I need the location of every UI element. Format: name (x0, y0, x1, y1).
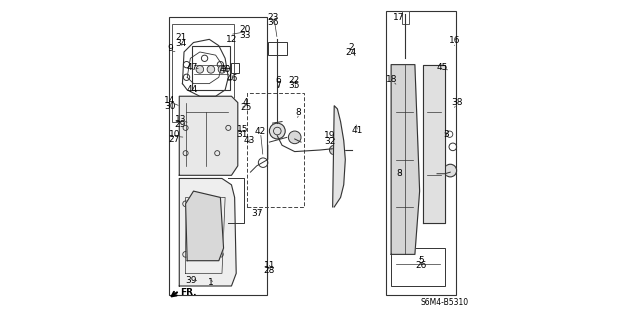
Bar (192, 46, 230, 90)
Text: 15: 15 (237, 125, 248, 134)
Text: 17: 17 (393, 13, 404, 22)
Text: 12: 12 (227, 35, 238, 44)
Text: FR.: FR. (180, 288, 196, 297)
Text: 46: 46 (227, 74, 238, 83)
Text: 2: 2 (348, 43, 354, 52)
Circle shape (218, 66, 226, 73)
Text: 36: 36 (268, 18, 279, 27)
Text: 22: 22 (289, 76, 300, 85)
Text: 20: 20 (239, 25, 250, 34)
Text: 5: 5 (419, 256, 424, 264)
Text: 30: 30 (164, 102, 175, 111)
Text: 25: 25 (240, 103, 252, 113)
Circle shape (196, 66, 204, 73)
Text: 13: 13 (175, 115, 186, 123)
Text: 21: 21 (175, 33, 186, 42)
Text: S6M4-B5310: S6M4-B5310 (420, 298, 468, 307)
Text: 28: 28 (264, 266, 275, 275)
Polygon shape (179, 96, 238, 175)
Circle shape (289, 131, 301, 144)
Text: 26: 26 (415, 261, 427, 270)
Text: 9: 9 (168, 44, 173, 53)
Polygon shape (391, 65, 420, 254)
Bar (172, 24, 234, 122)
Text: 34: 34 (175, 39, 186, 48)
Text: 3: 3 (443, 130, 449, 139)
Polygon shape (333, 106, 346, 207)
Text: 41: 41 (351, 126, 363, 135)
Text: 43: 43 (243, 136, 255, 145)
Text: 39: 39 (185, 276, 196, 285)
Bar (402, 11, 408, 24)
Text: 14: 14 (164, 97, 175, 106)
Text: 31: 31 (237, 130, 248, 139)
Text: 42: 42 (254, 127, 266, 136)
Text: 44: 44 (186, 85, 198, 94)
Text: 27: 27 (169, 135, 180, 144)
Circle shape (330, 145, 339, 155)
Text: 10: 10 (169, 130, 180, 139)
Text: 33: 33 (239, 31, 250, 40)
Text: 45: 45 (437, 63, 449, 72)
Bar (169, 17, 267, 295)
Polygon shape (179, 178, 236, 286)
Bar (391, 248, 445, 286)
Text: 29: 29 (175, 120, 186, 129)
Text: 19: 19 (324, 131, 335, 140)
Text: 4: 4 (243, 98, 248, 107)
Text: 40: 40 (220, 65, 231, 74)
Circle shape (444, 164, 456, 177)
Text: 37: 37 (252, 209, 263, 218)
Text: 16: 16 (449, 36, 460, 45)
Text: 18: 18 (387, 75, 398, 84)
Bar (387, 11, 456, 295)
Text: 38: 38 (451, 98, 462, 107)
Bar (247, 93, 304, 207)
Text: 47: 47 (186, 63, 198, 72)
Polygon shape (423, 65, 445, 223)
Circle shape (269, 123, 285, 139)
Text: 35: 35 (288, 81, 300, 90)
Text: 8: 8 (396, 169, 402, 178)
Text: 24: 24 (346, 48, 356, 57)
Bar (268, 42, 287, 55)
Polygon shape (186, 191, 223, 261)
Circle shape (207, 66, 214, 73)
Text: 8: 8 (296, 108, 301, 116)
Text: 6: 6 (275, 76, 281, 85)
Text: 1: 1 (208, 278, 214, 287)
Text: 11: 11 (264, 261, 275, 270)
Text: 23: 23 (268, 13, 279, 22)
Bar (232, 63, 239, 72)
Text: 7: 7 (275, 81, 281, 90)
Text: 32: 32 (324, 137, 335, 146)
